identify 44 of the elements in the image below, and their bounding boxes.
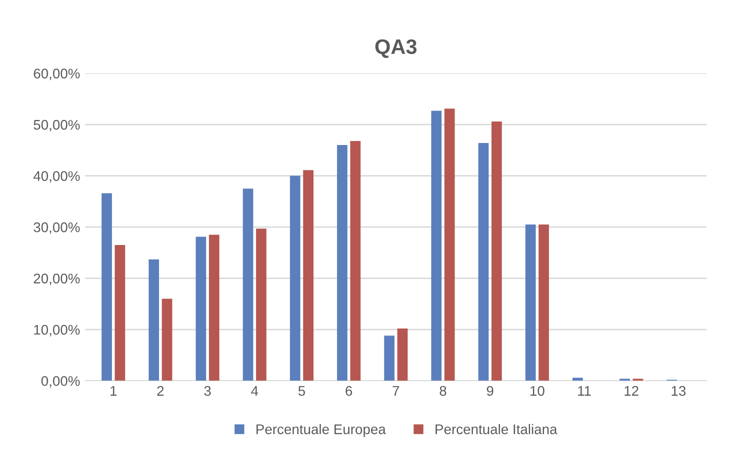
bar bbox=[196, 236, 206, 381]
y-tick-label: 0,00% bbox=[41, 376, 80, 388]
bar bbox=[242, 188, 254, 381]
bar bbox=[384, 336, 394, 381]
bar bbox=[491, 121, 502, 381]
x-tick-label: 7 bbox=[392, 386, 400, 396]
y-tick-label: 10,00% bbox=[34, 324, 80, 336]
x-tick-label: 6 bbox=[346, 386, 352, 396]
x-tick-label: 8 bbox=[440, 386, 446, 396]
bar bbox=[572, 378, 583, 381]
y-tick-label: 60,00% bbox=[34, 68, 80, 80]
x-tick-label: 1 bbox=[110, 386, 117, 396]
x-tick-label: 10 bbox=[530, 386, 544, 396]
legend-label: Percentuale Italiana bbox=[436, 424, 558, 434]
x-tick-label: 2 bbox=[157, 386, 164, 396]
bar bbox=[303, 170, 314, 381]
bar bbox=[114, 244, 126, 381]
bar bbox=[337, 145, 348, 381]
x-tick-label: 13 bbox=[672, 386, 686, 396]
y-tick-label: 40,00% bbox=[33, 171, 80, 183]
x-tick-label: 9 bbox=[486, 386, 494, 396]
y-tick-label: 30,00% bbox=[34, 222, 80, 234]
bar bbox=[162, 298, 172, 381]
bar bbox=[290, 176, 300, 381]
x-tick-label: 12 bbox=[624, 386, 638, 396]
bar bbox=[538, 224, 549, 381]
bar bbox=[444, 108, 455, 381]
bar bbox=[208, 234, 220, 381]
bar bbox=[397, 328, 408, 381]
y-tick-label: 50,00% bbox=[34, 120, 80, 132]
bar bbox=[102, 193, 112, 381]
bar bbox=[256, 228, 266, 381]
x-tick-label: 11 bbox=[578, 386, 591, 396]
bar bbox=[431, 110, 442, 381]
bar bbox=[148, 259, 160, 381]
x-tick-label: 4 bbox=[251, 386, 258, 396]
bar bbox=[478, 143, 489, 381]
y-tick-label: 20,00% bbox=[34, 274, 80, 286]
bar bbox=[525, 224, 536, 381]
chart-title: QA3 bbox=[375, 39, 417, 58]
x-tick-label: 3 bbox=[204, 386, 211, 396]
legend-label: Percentuale Europea bbox=[256, 424, 386, 437]
x-tick-label: 5 bbox=[298, 386, 305, 396]
bar bbox=[350, 140, 361, 381]
